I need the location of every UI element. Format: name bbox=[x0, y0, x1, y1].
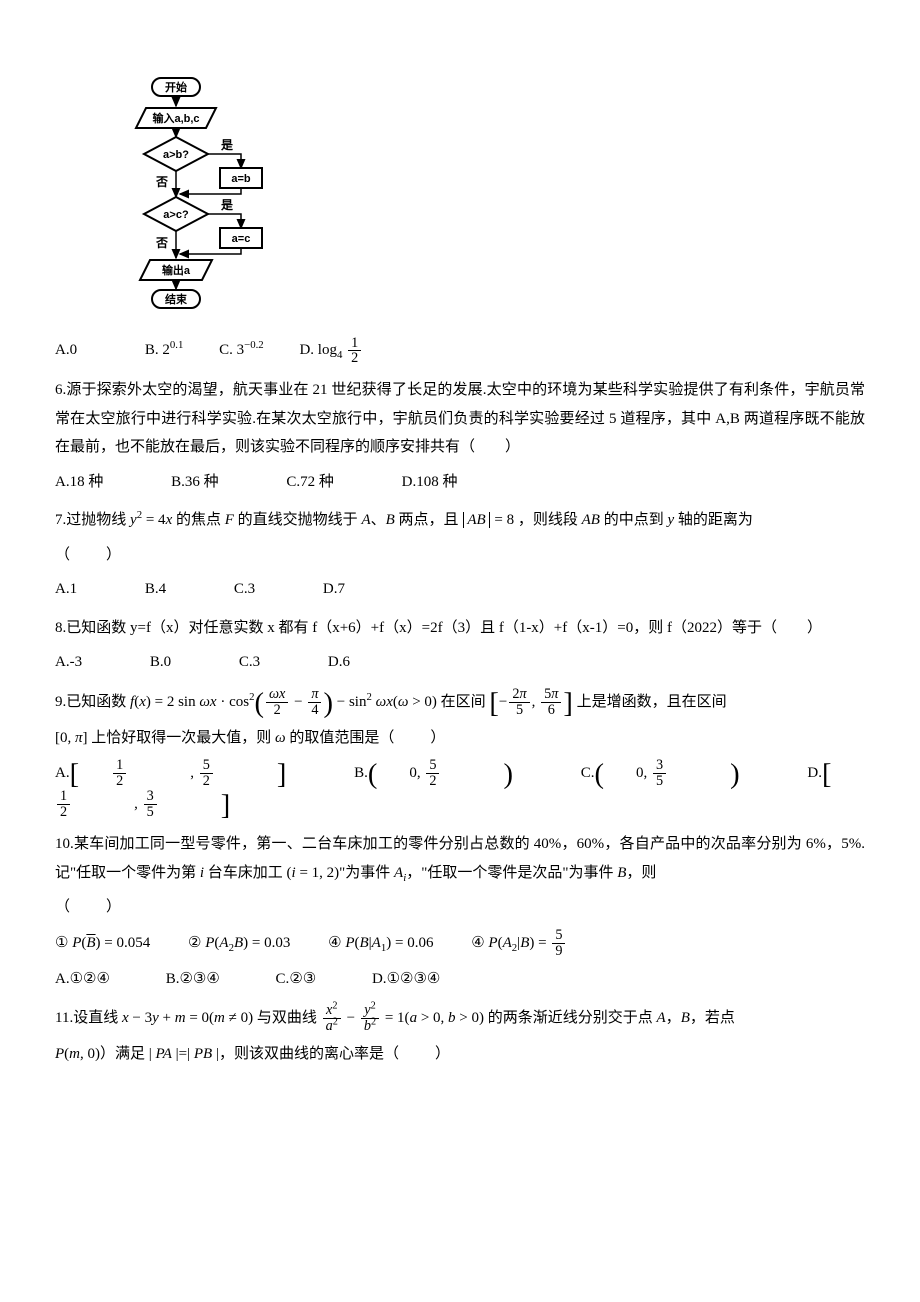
q11-text: 11.设直线 x − 3y + m = 0(m ≠ 0) 与双曲线 x2a2 −… bbox=[55, 1003, 865, 1034]
q5-A: A.0 bbox=[55, 342, 109, 358]
flow-d2-no: 否 bbox=[155, 236, 168, 250]
q6-B: B.36 种 bbox=[171, 474, 251, 490]
q5-B: B. 20.1 bbox=[145, 342, 184, 358]
flow-d1-yes: 是 bbox=[220, 138, 234, 152]
q8-A: A.-3 bbox=[55, 654, 114, 670]
q6-options: A.18 种 B.36 种 C.72 种 D.108 种 bbox=[55, 468, 865, 497]
q7-blank: （ ） bbox=[55, 541, 865, 570]
q8-D: D.6 bbox=[328, 654, 382, 670]
flow-start-label: 开始 bbox=[165, 80, 187, 94]
q7-D: D.7 bbox=[323, 581, 377, 597]
q7-options: A.1 B.4 C.3 D.7 bbox=[55, 575, 865, 604]
flow-d2-yes: 是 bbox=[220, 198, 234, 212]
flow-asg2-label: a=c bbox=[232, 233, 251, 245]
q6-A: A.18 种 bbox=[55, 474, 135, 490]
q9-B: B.(0, 52) bbox=[354, 765, 545, 781]
q8-B: B.0 bbox=[150, 654, 203, 670]
q10-statements: ① P(B) = 0.054 ② P(A2B) = 0.03 ④ P(B|A1)… bbox=[55, 928, 865, 959]
q9-C: C.(0, 35) bbox=[581, 765, 772, 781]
flow-d1-label: a>b? bbox=[163, 149, 189, 161]
q9-text2: [0, π] 上恰好取得一次最大值，则 ω 的取值范围是（ ） bbox=[55, 724, 865, 753]
q7-text: 7.过抛物线 y2 = 4x 的焦点 F 的直线交抛物线于 A、B 两点，且 A… bbox=[55, 506, 865, 535]
flow-out-label: 输出a bbox=[162, 263, 191, 277]
q10-B: B.②③④ bbox=[166, 971, 246, 987]
q5-D: D. log4 12 bbox=[299, 342, 425, 358]
flow-input-label: 输入a,b,c bbox=[152, 111, 199, 125]
q8-text: 8.已知函数 y=f（x）对任意实数 x 都有 f（x+6）+f（x）=2f（3… bbox=[55, 614, 865, 643]
q6-C: C.72 种 bbox=[286, 474, 366, 490]
q9-text: 9.已知函数 f(x) = 2 sin ωx · cos2(ωx2 − π4) … bbox=[55, 687, 865, 718]
q11-text2: P(m, 0)）满足 | PA |=| PB |，则该双曲线的离心率是（ ） bbox=[55, 1040, 865, 1069]
q5-options: A.0 B. 20.1 C. 3−0.2 D. log4 12 bbox=[55, 336, 865, 367]
q8-options: A.-3 B.0 C.3 D.6 bbox=[55, 648, 865, 677]
q9-options: A.[12, 52] B.(0, 52) C.(0, 35) D.[12, 35… bbox=[55, 758, 865, 820]
q7-C: C.3 bbox=[234, 581, 287, 597]
flow-d1-no: 否 bbox=[155, 175, 168, 189]
q10-C: C.②③ bbox=[276, 971, 343, 987]
q9-A: A.[12, 52] bbox=[55, 765, 318, 781]
q6-D: D.108 种 bbox=[402, 474, 490, 490]
q10-options: A.①②④ B.②③④ C.②③ D.①②③④ bbox=[55, 965, 865, 994]
q8-C: C.3 bbox=[239, 654, 292, 670]
q7-B: B.4 bbox=[145, 581, 198, 597]
q6-text: 6.源于探索外太空的渴望，航天事业在 21 世纪获得了长足的发展.太空中的环境为… bbox=[55, 376, 865, 462]
flow-end-label: 结束 bbox=[164, 292, 188, 306]
flow-d2-label: a>c? bbox=[163, 209, 189, 221]
q10-blank: （ ） bbox=[55, 893, 865, 922]
flow-asg1-label: a=b bbox=[231, 173, 251, 185]
q10-A: A.①②④ bbox=[55, 971, 136, 987]
q5-C: C. 3−0.2 bbox=[219, 342, 264, 358]
q7-A: A.1 bbox=[55, 581, 109, 597]
q10-text: 10.某车间加工同一型号零件，第一、二台车床加工的零件分别占总数的 40%，60… bbox=[55, 830, 865, 887]
q5-flowchart: 开始 输入a,b,c a>b? 是 a=b 否 a>c? 是 a=c 否 输出a… bbox=[100, 70, 865, 326]
q10-D: D.①②③④ bbox=[372, 971, 466, 987]
